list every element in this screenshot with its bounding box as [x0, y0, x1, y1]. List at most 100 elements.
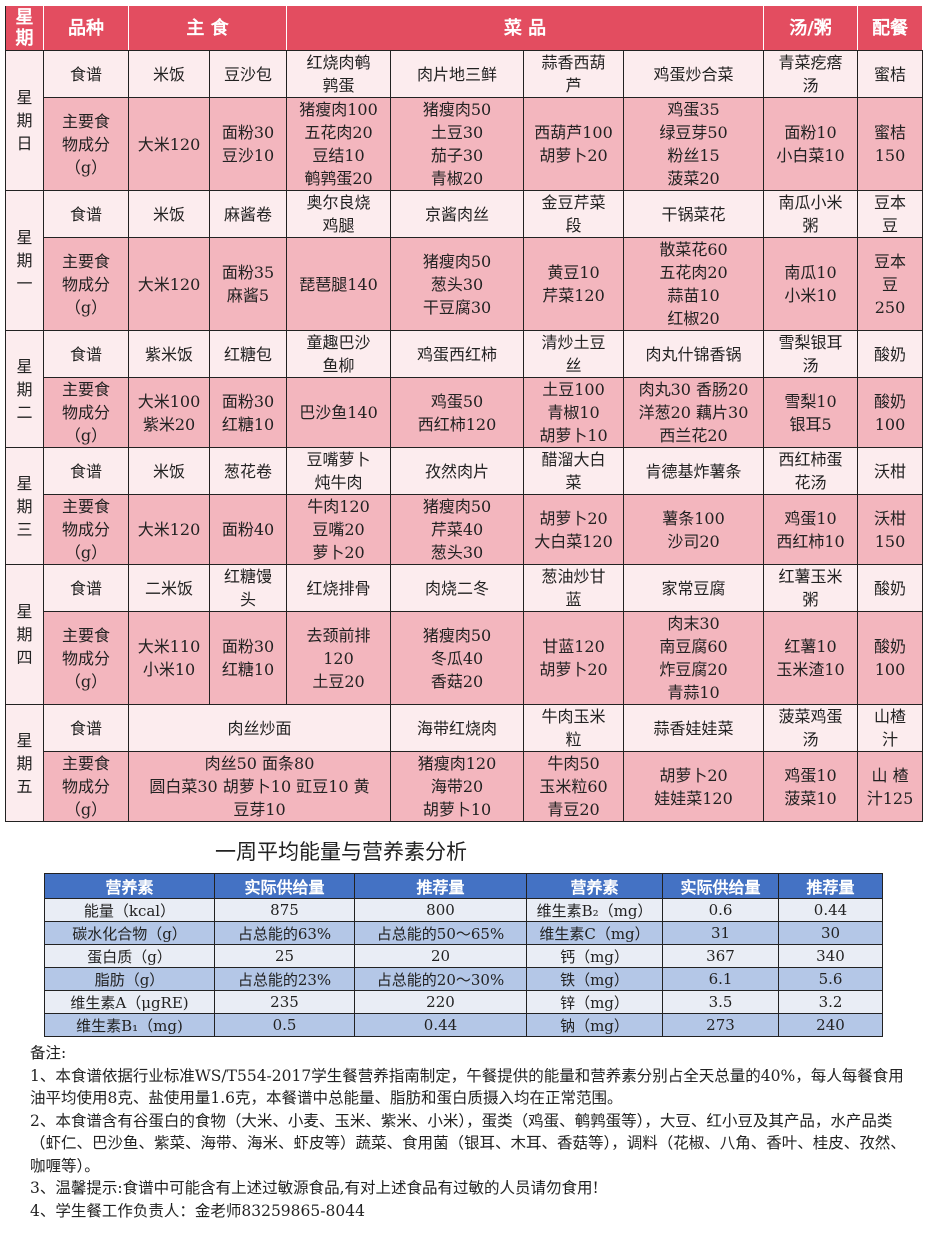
ingredient-cell: 雪梨10 银耳5 [763, 377, 859, 448]
ingredient-row: 主要食 物成分 （g） 肉丝50 面条80 圆白菜30 胡萝卜10 豇豆10 黄 … [6, 751, 924, 822]
ingredient-cell: 大米120 [128, 494, 210, 565]
recipe-cell: 米饭 [128, 50, 210, 98]
row-kind-label: 食谱 [43, 330, 129, 378]
nutrition-cell: 5.6 [778, 967, 883, 991]
nutrition-cell: 占总能的23% [214, 967, 355, 991]
ingredient-cell: 去颈前排 120 土豆20 [286, 611, 391, 705]
recipe-cell: 孜然肉片 [390, 447, 524, 495]
recipe-cell: 麻酱卷 [209, 190, 287, 238]
header-day: 星 期 [5, 5, 44, 51]
nutrition-row: 脂肪（g） 占总能的23% 占总能的20～30% 铁（mg） 6.1 5.6 [44, 967, 883, 991]
ingredient-cell: 牛肉120 豆嘴20 萝卜20 [286, 494, 391, 565]
ingredient-cell: 酸奶 100 [857, 377, 924, 448]
nutrition-cell: 维生素B₁（mg) [44, 1013, 215, 1037]
recipe-cell: 童趣巴沙 鱼柳 [286, 330, 391, 378]
nutrition-row: 碳水化合物（g） 占总能的63% 占总能的50～65% 维生素C（mg） 31 30 [44, 921, 883, 945]
nutrition-cell: 占总能的20～30% [354, 967, 527, 991]
ingredient-cell: 大米120 [128, 237, 210, 331]
day-label: 星 期 一 [5, 190, 44, 331]
row-kind-label: 主要食 物成分 （g） [43, 611, 129, 705]
nutrition-cell: 占总能的63% [214, 921, 355, 945]
day-label: 星 期 五 [5, 704, 44, 822]
nutrition-row: 能量（kcal） 875 800 维生素B₂（mg） 0.6 0.44 [44, 898, 883, 922]
recipe-cell: 海带红烧肉 [390, 704, 524, 752]
nutrition-cell: 维生素A（μgRE) [44, 990, 215, 1014]
nutrition-cell: 铁（mg） [526, 967, 663, 991]
note-item: 1、本食谱依据行业标准WS/T554-2017学生餐营养指南制定，午餐提供的能量… [30, 1066, 904, 1108]
nutrition-cell: 0.44 [778, 898, 883, 922]
nutrition-cell: 维生素B₂（mg） [526, 898, 663, 922]
ingredient-cell: 大米100 紫米20 [128, 377, 210, 448]
nutrition-header-cell: 实际供给量 [662, 873, 779, 899]
nutrition-header-cell: 实际供给量 [214, 873, 355, 899]
header-side: 配餐 [857, 5, 924, 51]
recipe-cell: 豆本 豆 [857, 190, 924, 238]
notes-heading: 备注: [30, 1044, 67, 1062]
nutrition-cell: 3.2 [778, 990, 883, 1014]
recipe-cell: 红薯玉米 粥 [763, 564, 859, 612]
recipe-cell: 红烧肉鹌 鹑蛋 [286, 50, 391, 98]
row-kind-label: 主要食 物成分 （g） [43, 751, 129, 822]
recipe-cell: 鸡蛋炒合菜 [622, 50, 765, 98]
nutrition-cell: 875 [214, 898, 355, 922]
recipe-cell: 葱油炒甘 蓝 [523, 564, 624, 612]
row-kind-label: 食谱 [43, 50, 129, 98]
notes-section: 备注: 1、本食谱依据行业标准WS/T554-2017学生餐营养指南制定，午餐提… [30, 1042, 910, 1222]
ingredient-cell: 蜜桔 150 [857, 97, 924, 191]
recipe-row: 星 期 一食谱 米饭 麻酱卷 奥尔良烧 鸡腿 京酱肉丝 金豆芹菜 段干锅菜花 南瓜小米 粥豆… [5, 190, 924, 331]
nutrition-cell: 占总能的50～65% [354, 921, 527, 945]
nutrition-cell: 367 [662, 944, 779, 968]
nutrition-header-cell: 营养素 [44, 873, 215, 899]
nutrition-cell: 维生素C（mg） [526, 921, 663, 945]
day-label: 星 期 二 [5, 330, 44, 448]
ingredient-cell: 面粉30 红糖10 [209, 611, 287, 705]
note-item: 2、本食谱含有谷蛋白的食物（大米、小麦、玉米、紫米、小米），蛋类（鸡蛋、鹌鹑蛋等… [30, 1111, 906, 1175]
nutrition-cell: 6.1 [662, 967, 779, 991]
ingredient-cell: 鸡蛋35 绿豆芽50 粉丝15 菠菜20 [622, 97, 765, 191]
ingredient-cell: 琵琶腿140 [286, 237, 391, 331]
recipe-cell: 醋溜大白 菜 [523, 447, 624, 495]
ingredient-cell: 薯条100 沙司20 [622, 494, 765, 565]
recipe-cell: 菠菜鸡蛋 汤 [763, 704, 859, 752]
nutrition-cell: 锌（mg） [526, 990, 663, 1014]
row-kind-label: 主要食 物成分 （g） [43, 494, 129, 565]
recipe-cell: 牛肉玉米 粒 [523, 704, 624, 752]
recipe-cell: 肯德基炸薯条 [622, 447, 765, 495]
nutrition-header-cell: 营养素 [526, 873, 663, 899]
nutrition-cell: 碳水化合物（g） [44, 921, 215, 945]
recipe-cell: 肉丸什锦香锅 [622, 330, 765, 378]
recipe-cell: 家常豆腐 [622, 564, 765, 612]
ingredient-cell: 猪瘦肉120 海带20 胡萝卜10 [390, 751, 524, 822]
ingredient-cell: 大米110 小米10 [128, 611, 210, 705]
nutrition-cell: 3.5 [662, 990, 779, 1014]
recipe-cell: 肉烧二冬 [390, 564, 524, 612]
ingredient-cell: 肉丸30 香肠20 洋葱20 藕片30 西兰花20 [622, 377, 765, 448]
ingredient-cell: 面粉30 红糖10 [209, 377, 287, 448]
nutrition-cell: 0.44 [354, 1013, 527, 1037]
recipe-row: 星 期 二食谱 紫米饭 红糖包 童趣巴沙 鱼柳 鸡蛋西红柿 清炒土豆 丝肉丸什锦香锅 雪梨银… [5, 330, 924, 448]
recipe-cell: 红糖包 [209, 330, 287, 378]
recipe-cell: 鸡蛋西红柿 [390, 330, 524, 378]
ingredient-cell: 猪瘦肉50 葱头30 干豆腐30 [390, 237, 524, 331]
recipe-row: 星 期 日食谱 米饭 豆沙包 红烧肉鹌 鹑蛋 肉片地三鲜 蒜香西葫 芦鸡蛋炒合菜 青菜疙瘩 … [5, 50, 924, 191]
nutrition-cell: 235 [214, 990, 355, 1014]
recipe-cell: 酸奶 [857, 564, 924, 612]
row-kind-label: 食谱 [43, 564, 129, 612]
ingredient-cell: 肉丝50 面条80 圆白菜30 胡萝卜10 豇豆10 黄 豆芽10 [128, 751, 391, 822]
ingredient-cell: 土豆100 青椒10 胡萝卜10 [523, 377, 624, 448]
nutrition-header-cell: 推荐量 [354, 873, 527, 899]
recipe-cell: 豆沙包 [209, 50, 287, 98]
ingredient-cell: 面粉35 麻酱5 [209, 237, 287, 331]
analysis-title: 一周平均能量与营养素分析 [215, 840, 467, 864]
row-kind-label: 主要食 物成分 （g） [43, 97, 129, 191]
row-kind-label: 主要食 物成分 （g） [43, 377, 129, 448]
nutrition-cell: 脂肪（g） [44, 967, 215, 991]
recipe-row: 星 期 五食谱 肉丝炒面 海带红烧肉 牛肉玉米 粒蒜香娃娃菜 菠菜鸡蛋 汤山楂 汁 [5, 704, 924, 822]
nutrition-cell: 240 [778, 1013, 883, 1037]
weekly-menu-table: 星 期 品种 主 食 菜 品 汤/粥 配餐 星 期 日食谱 米饭 豆沙包 红烧肉鹌 鹑… [5, 5, 924, 822]
recipe-cell: 雪梨银耳 汤 [763, 330, 859, 378]
recipe-cell: 米饭 [128, 447, 210, 495]
nutrition-cell: 0.6 [662, 898, 779, 922]
recipe-cell: 肉丝炒面 [128, 704, 391, 752]
note-item: 3、温馨提示:食谱中可能含有上述过敏源食品,有对上述食品有过敏的人员请勿食用! [30, 1179, 599, 1197]
